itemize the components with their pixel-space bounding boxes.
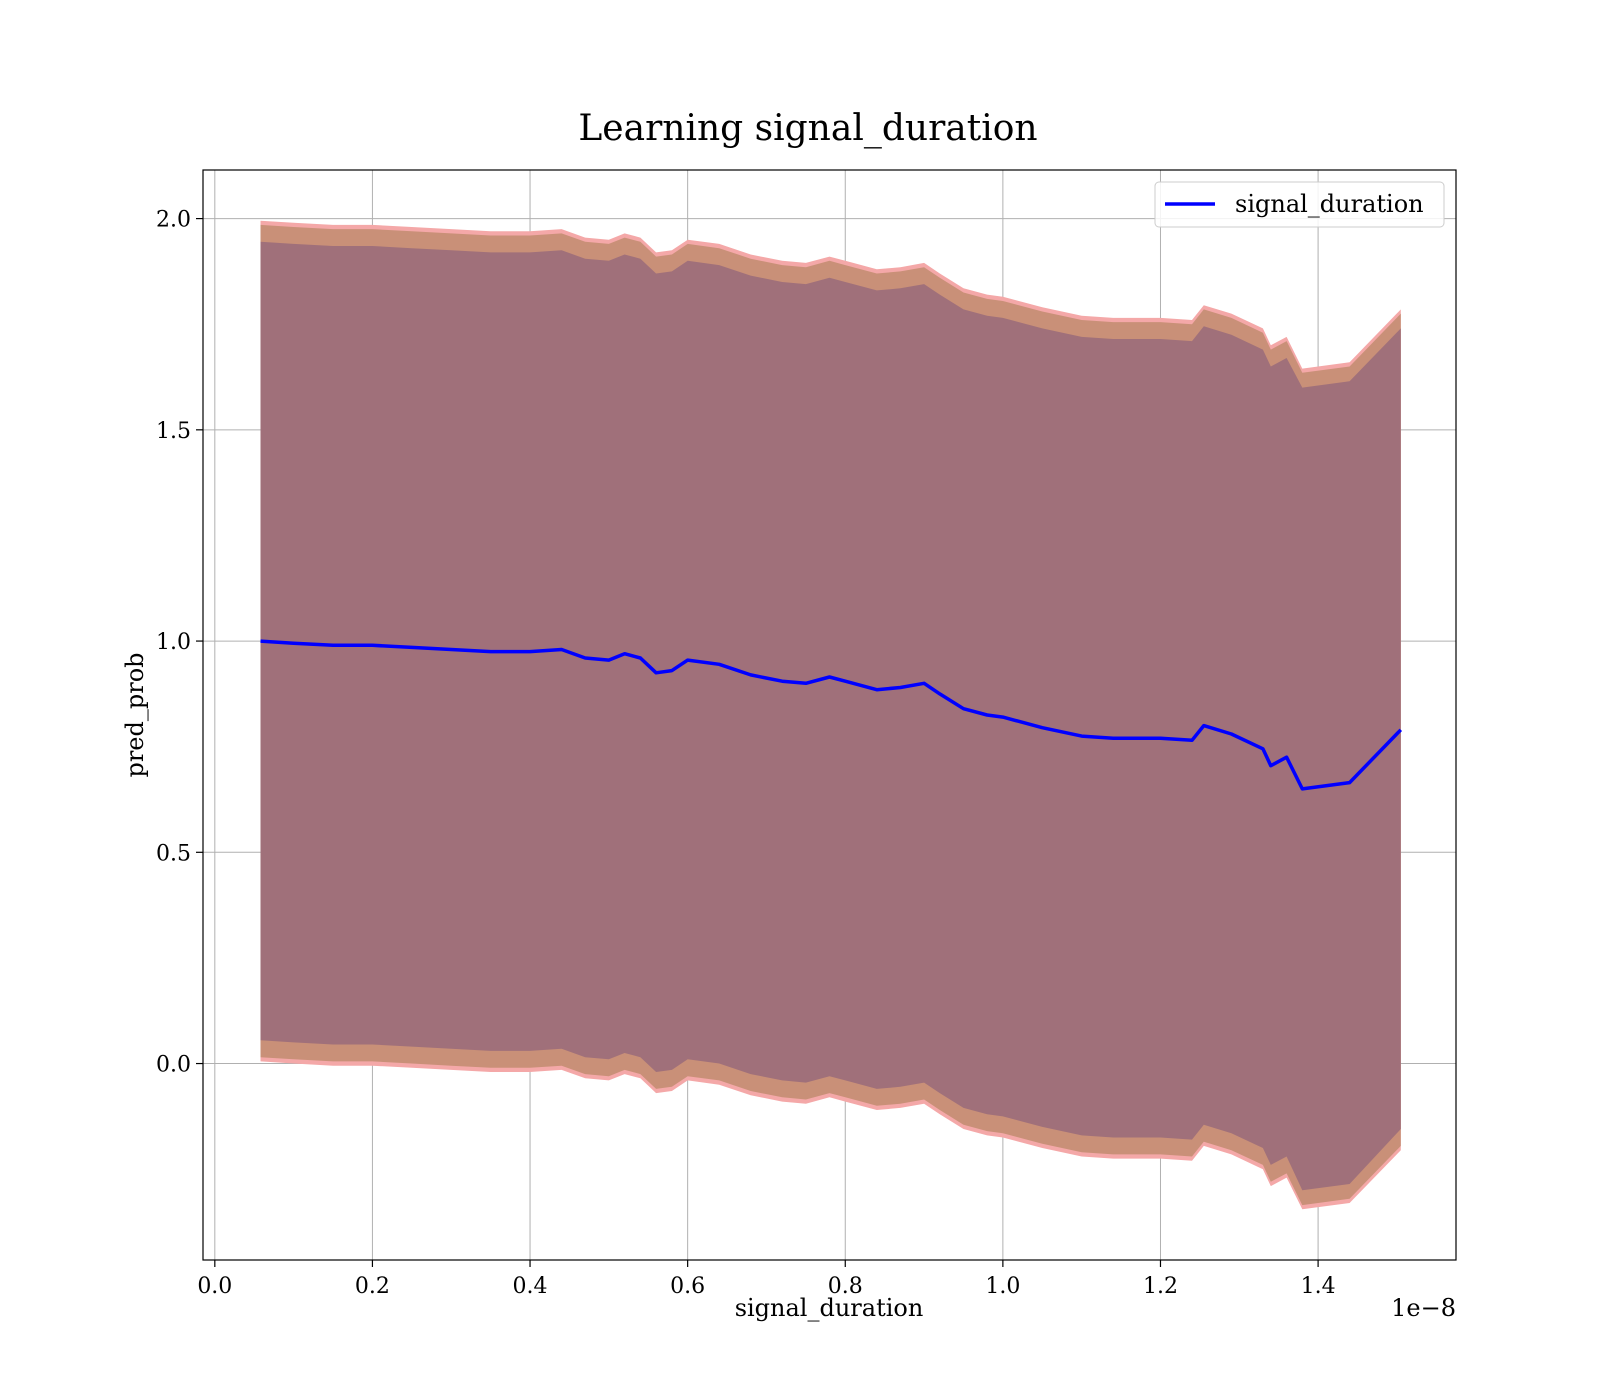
plot-frame [202,169,1457,1261]
legend-box [1154,181,1445,228]
x-tick-label: 0.8 [828,1274,863,1299]
confidence-band-3 [260,241,1401,1191]
series-lines [260,639,1403,791]
legend-label: signal_duration [1235,190,1424,218]
x-tick-label: 1.2 [1143,1274,1178,1299]
x-tick-label: 0.6 [670,1274,705,1299]
y-tick-label: 0.0 [156,1053,191,1078]
x-tick-label: 1.0 [985,1274,1020,1299]
confidence-bands [260,220,1401,1210]
x-axis-label: signal_duration [735,1294,924,1322]
x-axis-ticks: 0.0 0.2 0.4 0.6 0.8 1.0 1.2 1.4 [197,1260,1336,1299]
x-offset-label: 1e−8 [1391,1294,1456,1322]
x-tick-label: 0.0 [197,1274,232,1299]
x-tick-label: 0.2 [355,1274,390,1299]
y-tick-label: 1.0 [156,630,191,655]
x-tick-label: 1.4 [1301,1274,1336,1299]
series-line [260,639,1403,791]
y-tick-label: 2.0 [156,208,191,233]
y-tick-label: 0.5 [156,841,191,866]
y-tick-label: 1.5 [156,419,191,444]
y-axis-label: pred_prob [121,652,149,777]
chart-title: Learning signal_duration [578,108,1037,149]
x-tick-label: 0.4 [513,1274,548,1299]
legend: signal_duration [1154,181,1445,228]
y-axis-ticks: 0.0 0.5 1.0 1.5 2.0 [156,208,203,1078]
